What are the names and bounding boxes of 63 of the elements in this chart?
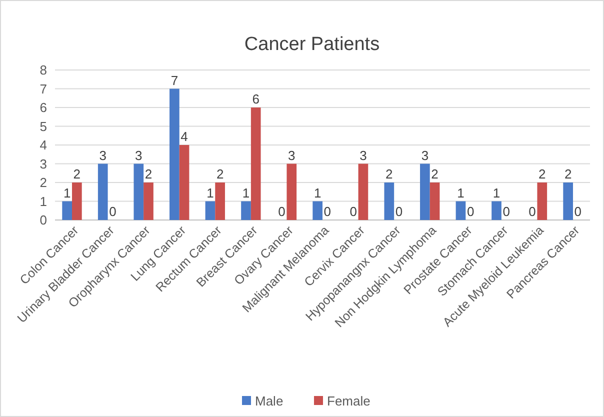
data-label: 3 [135,148,142,163]
data-label: 2 [73,166,81,182]
data-label: 4 [180,129,188,144]
y-tick-label: 7 [40,81,47,96]
bar [430,182,440,220]
bar [250,108,261,220]
data-label: 0 [109,204,116,219]
bar [98,164,108,220]
data-label: 1 [492,185,500,200]
bar [286,164,297,220]
data-label: 3 [421,148,429,163]
bar [170,88,180,220]
data-label: 1 [206,185,214,200]
bar [563,182,573,220]
bar [144,182,154,220]
data-label: 0 [278,204,286,219]
y-tick-label: 3 [40,156,47,172]
data-label: 0 [395,204,403,219]
y-tick-label: 8 [40,62,47,78]
data-label: 2 [431,166,438,182]
bar [537,182,548,220]
legend-label: Male [255,394,284,409]
y-tick-label: 4 [40,138,47,153]
data-label: 6 [252,92,260,106]
bar [62,201,72,220]
bar [384,182,394,220]
data-label: 0 [324,204,332,219]
data-label: 2 [144,166,152,182]
data-label: 0 [350,204,357,219]
bar [420,164,430,220]
data-label: 3 [99,148,106,163]
bar [72,182,82,220]
data-label: 2 [564,166,572,182]
data-label: 2 [386,166,393,182]
bar [205,201,216,220]
bar [241,201,251,220]
data-label: 1 [314,185,322,200]
bar [215,182,225,220]
bar [456,201,466,220]
bar [358,164,368,220]
data-label: 3 [288,148,296,163]
y-tick-label: 0 [40,212,47,228]
chart-title: Cancer Patients [244,34,380,55]
data-label: 1 [242,185,250,200]
data-label: 0 [574,204,582,219]
bar [492,201,502,220]
bar [179,145,190,220]
data-label: 0 [502,204,510,219]
y-tick-label: 1 [40,194,47,209]
data-label: 1 [457,185,464,200]
data-label: 2 [538,166,546,182]
data-label: 2 [216,166,224,182]
data-label: 1 [63,185,71,200]
data-label: 0 [466,204,474,219]
bar [312,201,322,220]
data-label: 7 [170,72,178,88]
legend-label: Female [327,394,370,409]
y-tick-label: 5 [40,118,47,134]
y-tick-label: 6 [40,100,47,116]
bar [134,164,144,220]
y-tick-label: 2 [40,175,47,190]
data-label: 3 [360,148,367,163]
data-label: 0 [528,204,536,219]
